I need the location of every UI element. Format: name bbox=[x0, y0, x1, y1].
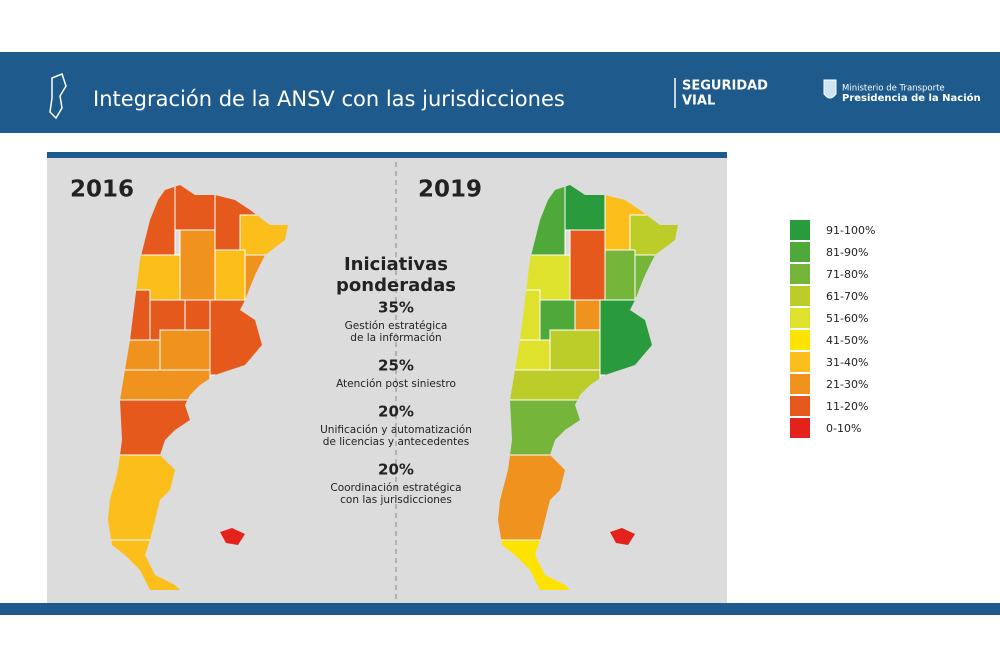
legend-label: 51-60% bbox=[826, 312, 868, 325]
region bbox=[179, 229, 216, 301]
initiative: de la información bbox=[350, 332, 441, 344]
initiative: Gestión estratégica bbox=[345, 320, 448, 332]
initiative: Unificación y automatización bbox=[320, 424, 472, 436]
islands bbox=[220, 528, 245, 545]
panel-top bbox=[47, 152, 727, 158]
legend-label: 0-10% bbox=[826, 422, 861, 435]
legend-swatch bbox=[790, 220, 810, 240]
ministry: Ministerio de Transporte bbox=[842, 84, 945, 94]
region bbox=[159, 329, 211, 371]
islands bbox=[610, 528, 635, 545]
footer-bar bbox=[0, 603, 1000, 615]
legend-label: 71-80% bbox=[826, 268, 868, 281]
year: 2019 bbox=[418, 177, 482, 203]
legend-swatch bbox=[790, 396, 810, 416]
legend-label: 81-90% bbox=[826, 246, 868, 259]
brand: VIAL bbox=[682, 94, 715, 109]
initiative: Atención post siniestro bbox=[336, 378, 456, 390]
legend-label: 41-50% bbox=[826, 334, 868, 347]
initiative: de licencias y antecedentes bbox=[323, 436, 469, 448]
shield bbox=[823, 79, 837, 99]
legend-swatch bbox=[790, 374, 810, 394]
legend-swatch bbox=[790, 242, 810, 262]
weight: 20% bbox=[378, 461, 414, 479]
year: 2016 bbox=[70, 177, 134, 203]
legend-label: 91-100% bbox=[826, 224, 875, 237]
brand: SEGURIDAD bbox=[682, 79, 768, 94]
weight: 35% bbox=[378, 299, 414, 317]
region bbox=[574, 299, 601, 331]
region bbox=[569, 229, 606, 301]
region bbox=[184, 299, 211, 331]
legend-label: 21-30% bbox=[826, 378, 868, 391]
ministry: Presidencia de la Nación bbox=[842, 92, 981, 104]
legend-swatch bbox=[790, 264, 810, 284]
legend-swatch bbox=[790, 308, 810, 328]
weight: 20% bbox=[378, 403, 414, 421]
legend-label: 31-40% bbox=[826, 356, 868, 369]
legend-swatch bbox=[790, 418, 810, 438]
region bbox=[604, 249, 636, 301]
legend-label: 11-20% bbox=[826, 400, 868, 413]
legend-label: 61-70% bbox=[826, 290, 868, 303]
panel-title: Iniciativas bbox=[344, 254, 448, 275]
logo-icon bbox=[49, 73, 67, 120]
panel-title: ponderadas bbox=[336, 275, 456, 296]
initiative: con las jurisdicciones bbox=[340, 494, 452, 506]
header-title: Integración de la ANSV con las jurisdicc… bbox=[93, 87, 565, 111]
weight: 25% bbox=[378, 357, 414, 375]
initiative: Coordinación estratégica bbox=[330, 482, 461, 494]
legend-swatch bbox=[790, 286, 810, 306]
legend-swatch bbox=[790, 352, 810, 372]
region bbox=[214, 249, 246, 301]
region bbox=[549, 329, 601, 371]
legend-swatch bbox=[790, 330, 810, 350]
